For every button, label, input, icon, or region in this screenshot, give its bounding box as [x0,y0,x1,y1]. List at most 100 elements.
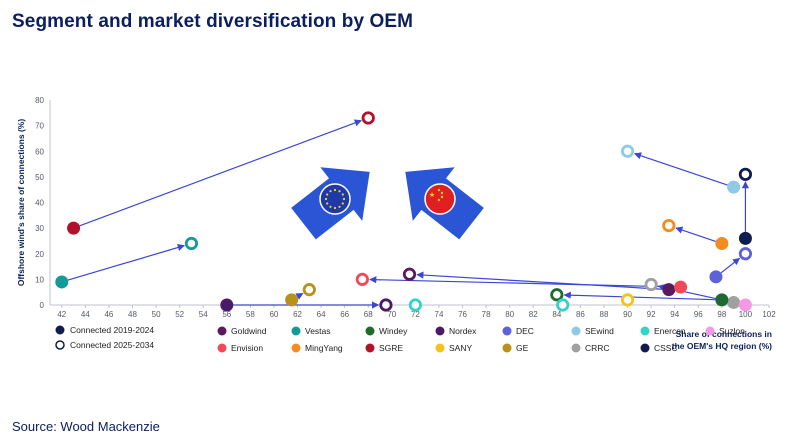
legend-swatch-suzlon [705,326,715,336]
point-2025-2034-envision [355,272,369,286]
legend-swatch-envision [217,343,227,353]
legend-label-sewind: SEwind [585,326,614,336]
x-axis-title: the OEM's HQ region (%) [672,341,772,351]
point-2025-2034-sany [620,293,635,307]
eu-star-icon [329,190,332,193]
x-tick-label: 98 [717,310,726,319]
scatter-chart: 0 10 20 30 40 50 60 70 80 42 44 46 48 50 52 54 56 58 60 62 6… [16,96,776,353]
point-2025-2034-enercon [556,298,570,312]
x-tick-label: 78 [482,310,491,319]
x-tick-label: 76 [458,310,467,319]
x-tick-label: 100 [739,310,753,319]
point-2019-2024-cssc [738,231,752,245]
legend-period-label: Connected 2019-2024 [70,325,154,335]
legend-swatch-ge [502,343,512,353]
point-2025-2034-sgre [361,111,375,125]
y-tick-label: 40 [35,199,44,208]
eu-star-icon [326,202,329,205]
legend-period-filled-icon [55,325,65,335]
legend-label-dec: DEC [516,326,534,336]
x-tick-label: 82 [529,310,538,319]
x-tick-label: 72 [411,310,420,319]
china-small-star-icon [440,191,444,195]
legend-label-ge: GE [516,343,529,353]
legend-swatch-dec [502,326,512,336]
legend-swatch-enercon [640,326,650,336]
legend-swatch-vestas [291,326,301,336]
china-arrow [405,167,484,240]
eu-star-icon [324,197,328,201]
legend-swatch-cssc [640,343,650,353]
source-note: Source: Wood Mackenzie [12,419,160,434]
x-tick-label: 52 [175,310,184,319]
x-tick-label: 44 [81,310,90,319]
x-tick-label: 102 [762,310,776,319]
point-2025-2034-dec [738,247,753,261]
china-small-star-icon [440,195,444,199]
eu-star-icon [326,193,329,196]
china-small-star-icon [437,198,441,202]
y-tick-label: 60 [35,147,44,156]
y-axis-title: Offshore wind's share of connections (%) [16,119,26,286]
china-star-icon [429,192,435,197]
legend-label-crrc: CRRC [585,343,610,353]
connector-sewind [633,152,728,186]
china-small-star-icon [437,188,441,192]
x-tick-label: 86 [576,310,585,319]
x-tick-label: 42 [57,310,66,319]
y-tick-label: 10 [35,275,44,284]
connector-dec [720,257,741,274]
point-2019-2024-goldwind [662,283,676,297]
x-tick-label: 74 [435,310,444,319]
point-2019-2024-dec [709,270,723,284]
y-tick-label: 0 [40,301,45,310]
y-tick-label: 70 [35,122,44,131]
x-tick-label: 68 [364,310,373,319]
x-tick-label: 94 [670,310,679,319]
y-tick-label: 30 [35,224,44,233]
x-tick-label: 90 [623,310,632,319]
eu-star-icon [333,206,337,210]
legend-label-cssc: CSSC [654,343,678,353]
point-2019-2024-ge [285,293,299,307]
eu-arrow-flag [319,183,351,215]
legend-label-windey: Windey [379,326,408,336]
connector-goldwind [416,271,663,290]
legend-label-sgre: SGRE [379,343,403,353]
x-tick-label: 80 [505,310,514,319]
legend-period-label: Connected 2025-2034 [70,340,154,350]
point-2025-2034-vestas [184,236,199,251]
legend-label-sany: SANY [449,343,472,353]
x-tick-label: 70 [387,310,396,319]
china-arrow-flag [424,183,456,215]
point-2019-2024-crrc [727,295,741,309]
eu-flag-icon [319,183,351,215]
legend-swatch-sgre [365,343,375,353]
point-2019-2024-sewind [727,180,741,194]
connector-arrows [67,119,750,309]
x-tick-label: 50 [152,310,161,319]
x-tick-label: 56 [222,310,231,319]
eu-star-icon [338,190,341,193]
x-axis-title: Share of connections in [676,329,772,339]
point-2019-2024-nordex [220,298,234,312]
point-2025-2034-sewind [620,144,635,158]
point-2019-2024-suzlon [738,298,752,312]
connector-envision [369,276,675,288]
legend-label-mingyang: MingYang [305,343,343,353]
legend-period-ring-icon [55,340,65,350]
point-2019-2024-vestas [55,275,69,289]
legend-label-envision: Envision [231,343,263,353]
y-tick-label: 80 [35,96,44,105]
connector-vestas [67,244,185,281]
point-2025-2034-nordex [379,298,393,312]
x-tick-label: 92 [647,310,656,319]
legend-swatch-sewind [571,326,581,336]
x-tick-label: 60 [269,310,278,319]
direction-arrows [291,167,484,240]
legend-label-suzlon: Suzlon [719,326,745,336]
x-tick-label: 62 [293,310,302,319]
legend-swatch-nordex [435,326,445,336]
point-2025-2034-mingyang [662,218,676,233]
legend-label-goldwind: Goldwind [231,326,267,336]
